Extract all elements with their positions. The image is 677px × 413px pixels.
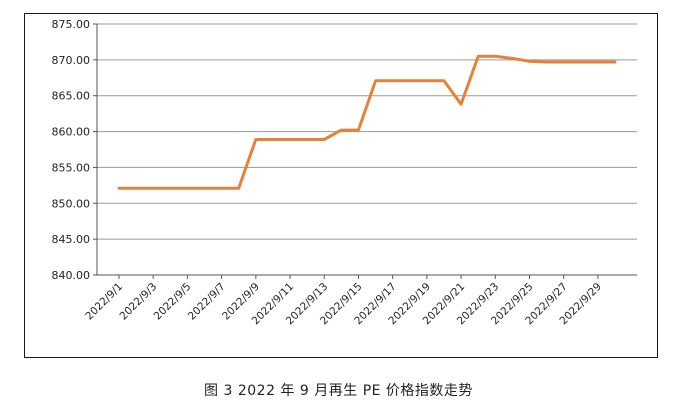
y-tick-label: 855.00: [52, 161, 91, 174]
chart-frame: 875.00 870.00 865.00 860.00 855.00 850.00 845.…: [24, 13, 658, 358]
y-tick-label: 875.00: [52, 18, 91, 31]
figure-caption: 图 3 2022 年 9 月再生 PE 价格指数走势: [204, 383, 473, 399]
series-line: [117, 54, 617, 190]
y-tick-label: 845.00: [52, 233, 91, 246]
y-tick-label: 850.00: [52, 197, 91, 210]
y-tick-label: 860.00: [52, 126, 91, 139]
y-tick-label: 865.00: [52, 90, 91, 103]
y-tick-label: 840.00: [52, 269, 91, 282]
y-tick-label: 870.00: [52, 54, 91, 67]
line-chart: 875.00 870.00 865.00 860.00 855.00 850.00 845.…: [52, 18, 637, 327]
